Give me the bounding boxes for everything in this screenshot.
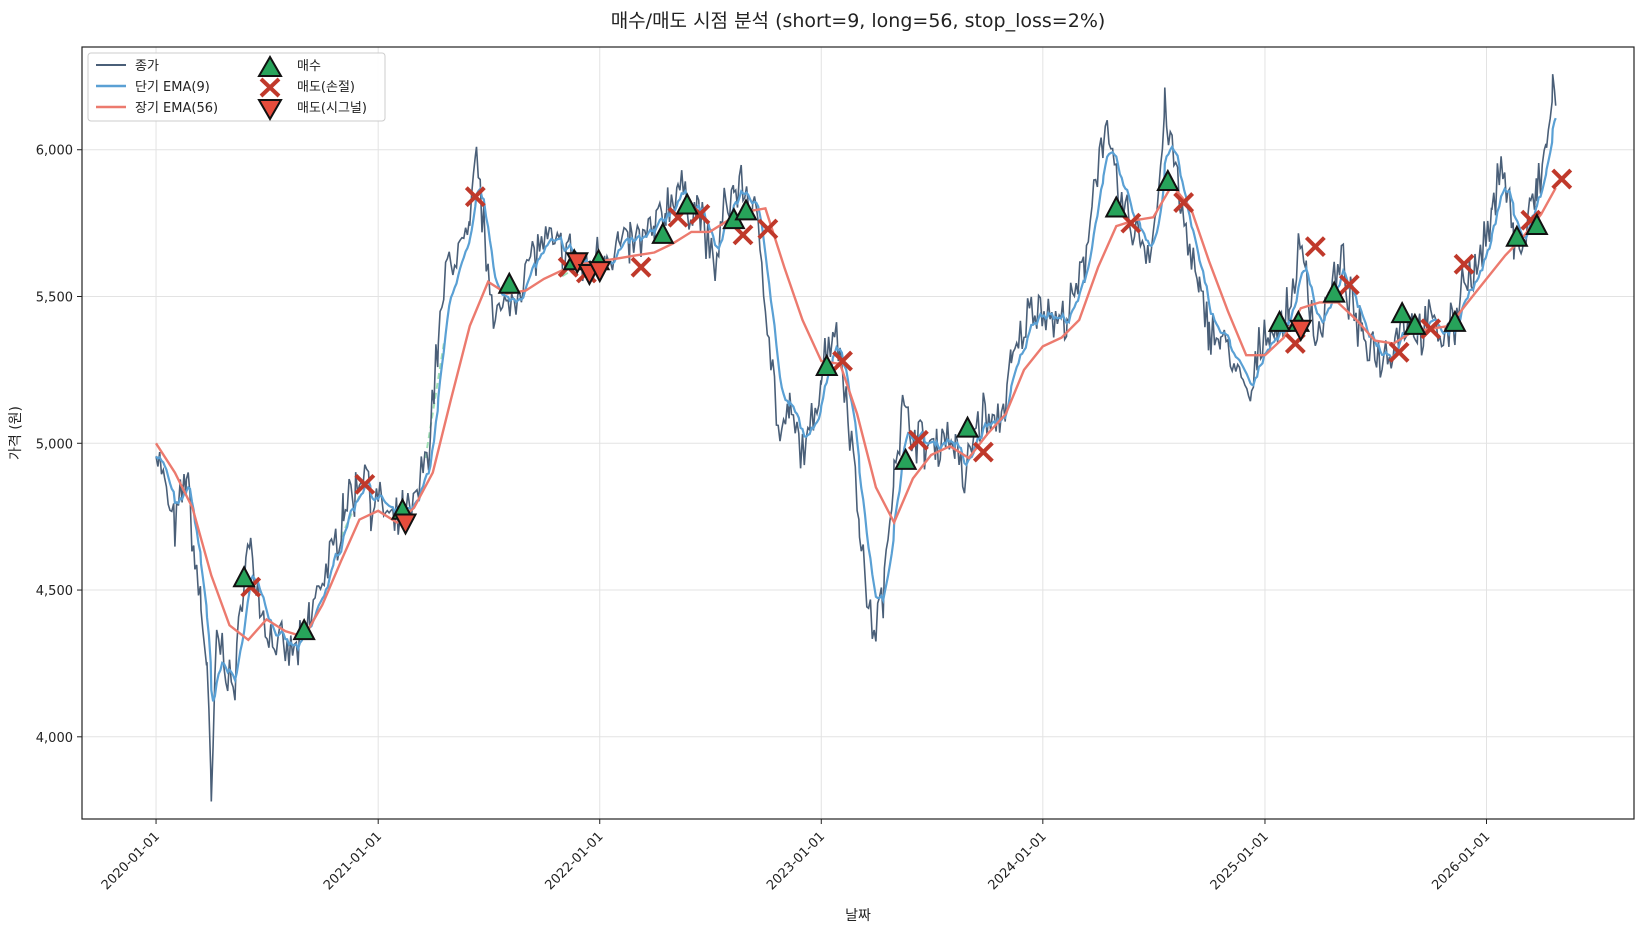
buy-marker	[675, 192, 699, 215]
buy-marker	[955, 415, 980, 438]
buy-marker	[1443, 309, 1467, 332]
sell-signal-marker	[1289, 319, 1313, 342]
sell-stop-marker	[1388, 341, 1410, 363]
y-axis-label: 가격 (원)	[8, 406, 24, 460]
sell-stop-marker	[757, 218, 779, 240]
sell-stop-marker	[832, 350, 853, 372]
y-tick-label: 5,500	[36, 291, 73, 306]
axes: 4,000 4,500 5,000 5,500 6,000 2020-01-01 2021-…	[36, 144, 1494, 894]
x-tick-label: 2023-01-01	[764, 829, 828, 893]
legend-label-ema-short: 단기 EMA(9)	[135, 80, 210, 95]
sell-stop-marker	[630, 256, 652, 278]
buy-marker	[893, 447, 918, 470]
legend-label-close: 종가	[135, 59, 159, 74]
buy-marker	[734, 198, 758, 221]
y-tick-label: 4,500	[36, 584, 73, 599]
buy-marker	[1267, 309, 1292, 332]
x-tick-label: 2020-01-01	[99, 829, 163, 893]
legend-swatch-sell-signal	[257, 99, 283, 121]
ema-long-line	[154, 182, 1557, 642]
sell-stop-marker	[907, 429, 929, 451]
buy-marker	[1156, 168, 1180, 192]
sell-signal-marker	[588, 261, 612, 284]
legend-label-sell-signal: 매도(시그널)	[297, 101, 367, 116]
grid	[82, 47, 1634, 819]
buy-marker	[232, 565, 256, 588]
x-tick-label: 2026-01-01	[1429, 829, 1493, 893]
sell-signal-marker	[393, 513, 418, 536]
legend-swatch-sell-stop	[259, 77, 281, 98]
sell-stop-marker	[1453, 253, 1475, 275]
sell-stop-marker	[972, 441, 994, 463]
buy-marker	[497, 271, 521, 294]
plot-area	[154, 74, 1557, 802]
legend-label-buy: 매수	[297, 59, 321, 74]
ema-short-line	[155, 117, 1557, 702]
x-tick-label: 2025-01-01	[1208, 829, 1272, 893]
sell-stop-marker	[1551, 168, 1573, 190]
legend-swatch-buy	[257, 55, 283, 77]
x-tick-label: 2024-01-01	[986, 829, 1050, 893]
buy-marker	[1390, 300, 1414, 324]
chart-title: 매수/매도 시점 분석 (short=9, long=56, stop_loss…	[611, 10, 1106, 32]
x-tick-label: 2021-01-01	[321, 829, 385, 893]
x-tick-label: 2022-01-01	[543, 829, 607, 893]
y-tick-label: 5,000	[36, 437, 73, 452]
legend-label-ema-long: 장기 EMA(56)	[135, 101, 218, 116]
sell-signal-marker	[565, 252, 589, 275]
buy-marker	[1322, 280, 1346, 303]
buy-marker	[1525, 212, 1549, 236]
y-tick-label: 4,000	[36, 731, 73, 746]
markers	[232, 168, 1573, 641]
buy-marker	[292, 617, 316, 641]
buy-marker	[651, 221, 675, 244]
plot-frame	[81, 46, 1635, 820]
buy-marker	[815, 353, 839, 376]
buy-marker	[1104, 195, 1128, 218]
sell-stop-marker	[1338, 274, 1360, 296]
x-axis-label: 날짜	[845, 908, 871, 924]
legend-label-sell-stop: 매도(손절)	[297, 80, 355, 95]
sell-stop-marker	[1173, 192, 1195, 213]
sell-stop-marker	[1304, 236, 1326, 258]
legend-box	[87, 52, 386, 122]
sell-stop-marker	[464, 186, 486, 208]
legend: 종가 단기 EMA(9) 장기 EMA(56) 매수 매도(손절) 매도(시그널…	[87, 52, 386, 122]
buy-marker	[1505, 224, 1529, 247]
buy-marker	[1403, 312, 1427, 335]
sell-stop-marker	[354, 473, 376, 495]
y-tick-label: 6,000	[36, 144, 73, 159]
